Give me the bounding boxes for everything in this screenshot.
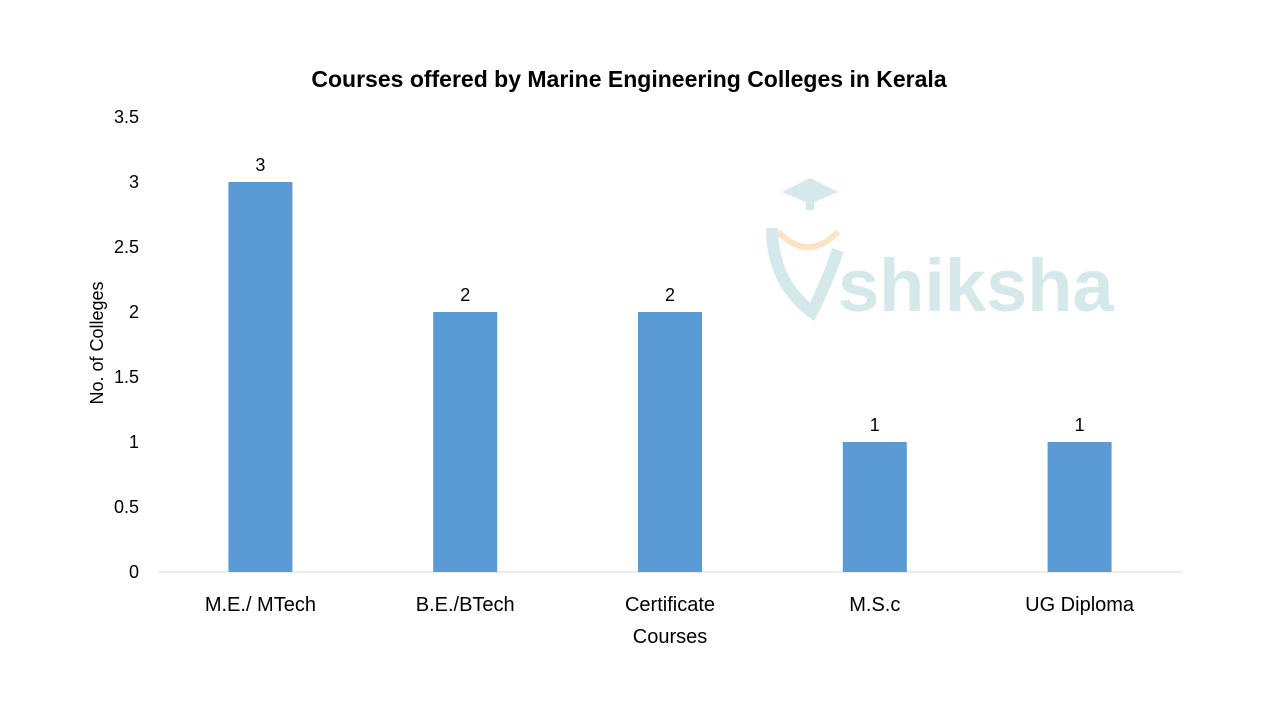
graduate-cap-logo-icon — [766, 178, 844, 322]
y-tick-label: 3.5 — [114, 107, 139, 127]
y-tick-label: 1.5 — [114, 367, 139, 387]
y-ticks: 0 0.5 1 1.5 2 2.5 3 3.5 — [114, 107, 139, 582]
bars — [228, 182, 1112, 572]
bar — [1047, 442, 1112, 572]
bar-value-label: 1 — [870, 415, 880, 435]
data-labels: 3 2 2 1 1 — [255, 155, 1084, 435]
bar-value-label: 3 — [255, 155, 265, 175]
x-category-label: UG Diploma — [1025, 594, 1135, 616]
y-tick-label: 0.5 — [114, 497, 139, 517]
x-category-label: M.S.c — [849, 594, 900, 616]
bar — [228, 182, 293, 572]
category-labels: M.E./ MTech B.E./BTech Certificate M.S.c UG … — [205, 594, 1135, 616]
bar-value-label: 2 — [460, 285, 470, 305]
y-tick-label: 2 — [129, 302, 139, 322]
x-category-label: M.E./ MTech — [205, 594, 316, 616]
bar-value-label: 1 — [1075, 415, 1085, 435]
bar — [842, 442, 907, 572]
y-tick-label: 2.5 — [114, 237, 139, 257]
y-tick-label: 1 — [129, 432, 139, 452]
watermark-text: shiksha — [838, 244, 1114, 327]
bar — [433, 312, 498, 572]
bar — [638, 312, 702, 572]
x-category-label: Certificate — [625, 594, 715, 616]
x-axis-label: Courses — [633, 626, 707, 648]
chart-title: Courses offered by Marine Engineering Co… — [311, 66, 946, 92]
y-axis-label: No. of Colleges — [87, 281, 107, 404]
y-tick-label: 0 — [129, 562, 139, 582]
shiksha-watermark: shiksha — [766, 178, 1114, 327]
y-tick-label: 3 — [129, 172, 139, 192]
x-category-label: B.E./BTech — [416, 594, 515, 616]
bar-value-label: 2 — [665, 285, 675, 305]
